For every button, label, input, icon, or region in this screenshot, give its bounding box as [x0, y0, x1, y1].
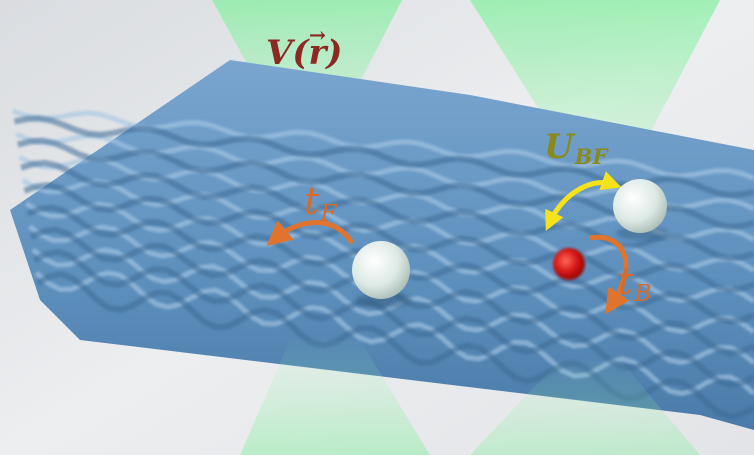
- boson-hopping-label: tB: [618, 259, 652, 304]
- lattice-trough: [20, 159, 754, 262]
- lattice-ridge: [34, 270, 754, 397]
- laser-beam-right: [470, 0, 720, 190]
- laser-beam-bottom-right: [470, 360, 700, 455]
- boson-hop-subscript: B: [634, 278, 652, 307]
- boson-hop-arrow: [589, 234, 630, 315]
- interaction-arrow: [545, 171, 622, 232]
- boson-particle: [553, 248, 585, 280]
- interaction-subscript: BF: [574, 143, 608, 169]
- potential-vector: r: [308, 25, 326, 70]
- lattice-trough: [23, 182, 754, 294]
- fermion-hop-subscript: F: [320, 198, 337, 227]
- potential-label: V(r): [266, 25, 343, 73]
- fermion-hop-arrow: [266, 220, 355, 246]
- fermion-particle: [352, 241, 410, 299]
- interaction-symbol: U: [544, 127, 574, 167]
- laser-beam-bottom: [240, 340, 430, 455]
- boson-hop-symbol: t: [618, 259, 634, 303]
- fermion-hopping-label: tF: [304, 179, 337, 224]
- interaction-label: UBF: [544, 127, 607, 167]
- lattice-trough: [32, 248, 754, 388]
- potential-close: ): [326, 33, 343, 73]
- potential-symbol: V(: [266, 33, 309, 73]
- fermion-hop-symbol: t: [304, 179, 320, 223]
- second-particle: [613, 179, 667, 233]
